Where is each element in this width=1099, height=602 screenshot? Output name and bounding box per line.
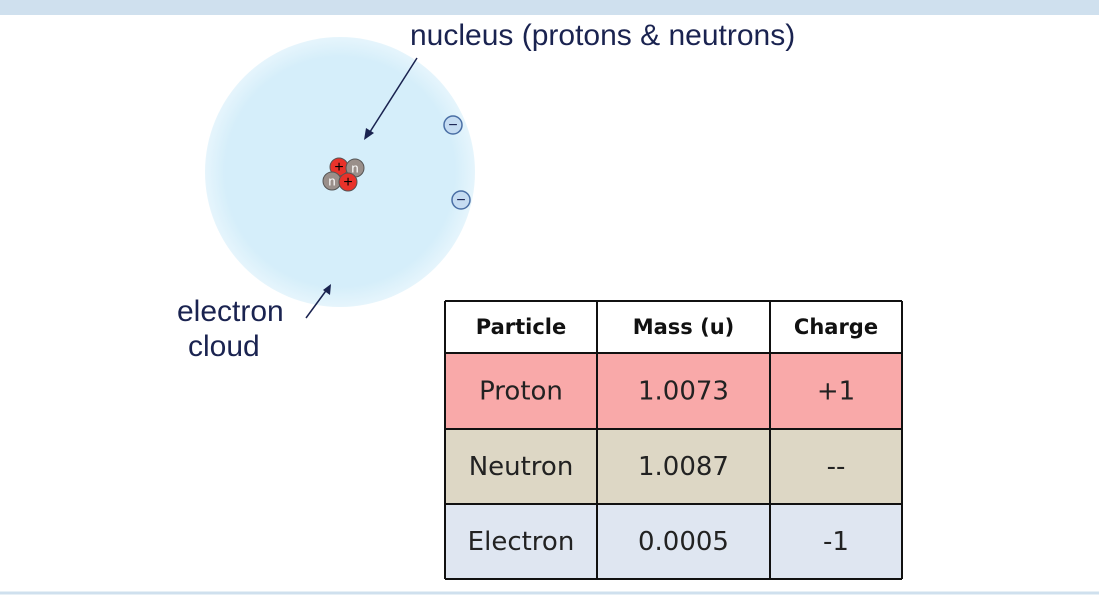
top-bar [0, 0, 1099, 15]
table-cell: 1.0073 [638, 377, 729, 407]
electron-symbol: − [448, 117, 457, 134]
table-cell: +1 [817, 377, 855, 407]
arrow [305, 287, 329, 319]
nucleus-label: nucleus (protons & neutrons) [410, 19, 795, 52]
nucleus: + nn + [322, 157, 365, 192]
electron [451, 190, 471, 210]
particle-symbol: n [351, 160, 358, 175]
table-cell: -- [827, 452, 846, 482]
table-header: Charge [794, 315, 878, 339]
table-cell: Proton [479, 377, 563, 407]
arrowhead [323, 284, 331, 295]
electron [443, 115, 463, 135]
proton [338, 172, 358, 192]
cloud-label: electron [177, 295, 284, 328]
table-cell: Neutron [469, 452, 574, 482]
table-cell: Electron [468, 527, 575, 557]
table-cell: 0.0005 [638, 527, 729, 557]
electrons: −− [443, 115, 471, 210]
table-cell: 1.0087 [638, 452, 729, 482]
cloud-label: cloud [188, 330, 260, 363]
table-cell: -1 [823, 527, 849, 557]
table-row [445, 353, 902, 429]
particle-symbol: n [328, 173, 335, 188]
particle-symbol: + [334, 159, 343, 176]
arrowhead [364, 128, 374, 140]
table-row [445, 429, 902, 504]
arrow [367, 57, 418, 136]
electron-symbol: − [456, 192, 465, 209]
table: Particle Mass (u) Charge Proton 1.0073 +1 Neut… [444, 300, 903, 580]
table-header: Mass (u) [633, 315, 735, 339]
table-header: Particle [476, 315, 566, 339]
table-row [445, 301, 902, 353]
table-row [445, 504, 902, 579]
particle-symbol: + [343, 174, 352, 191]
